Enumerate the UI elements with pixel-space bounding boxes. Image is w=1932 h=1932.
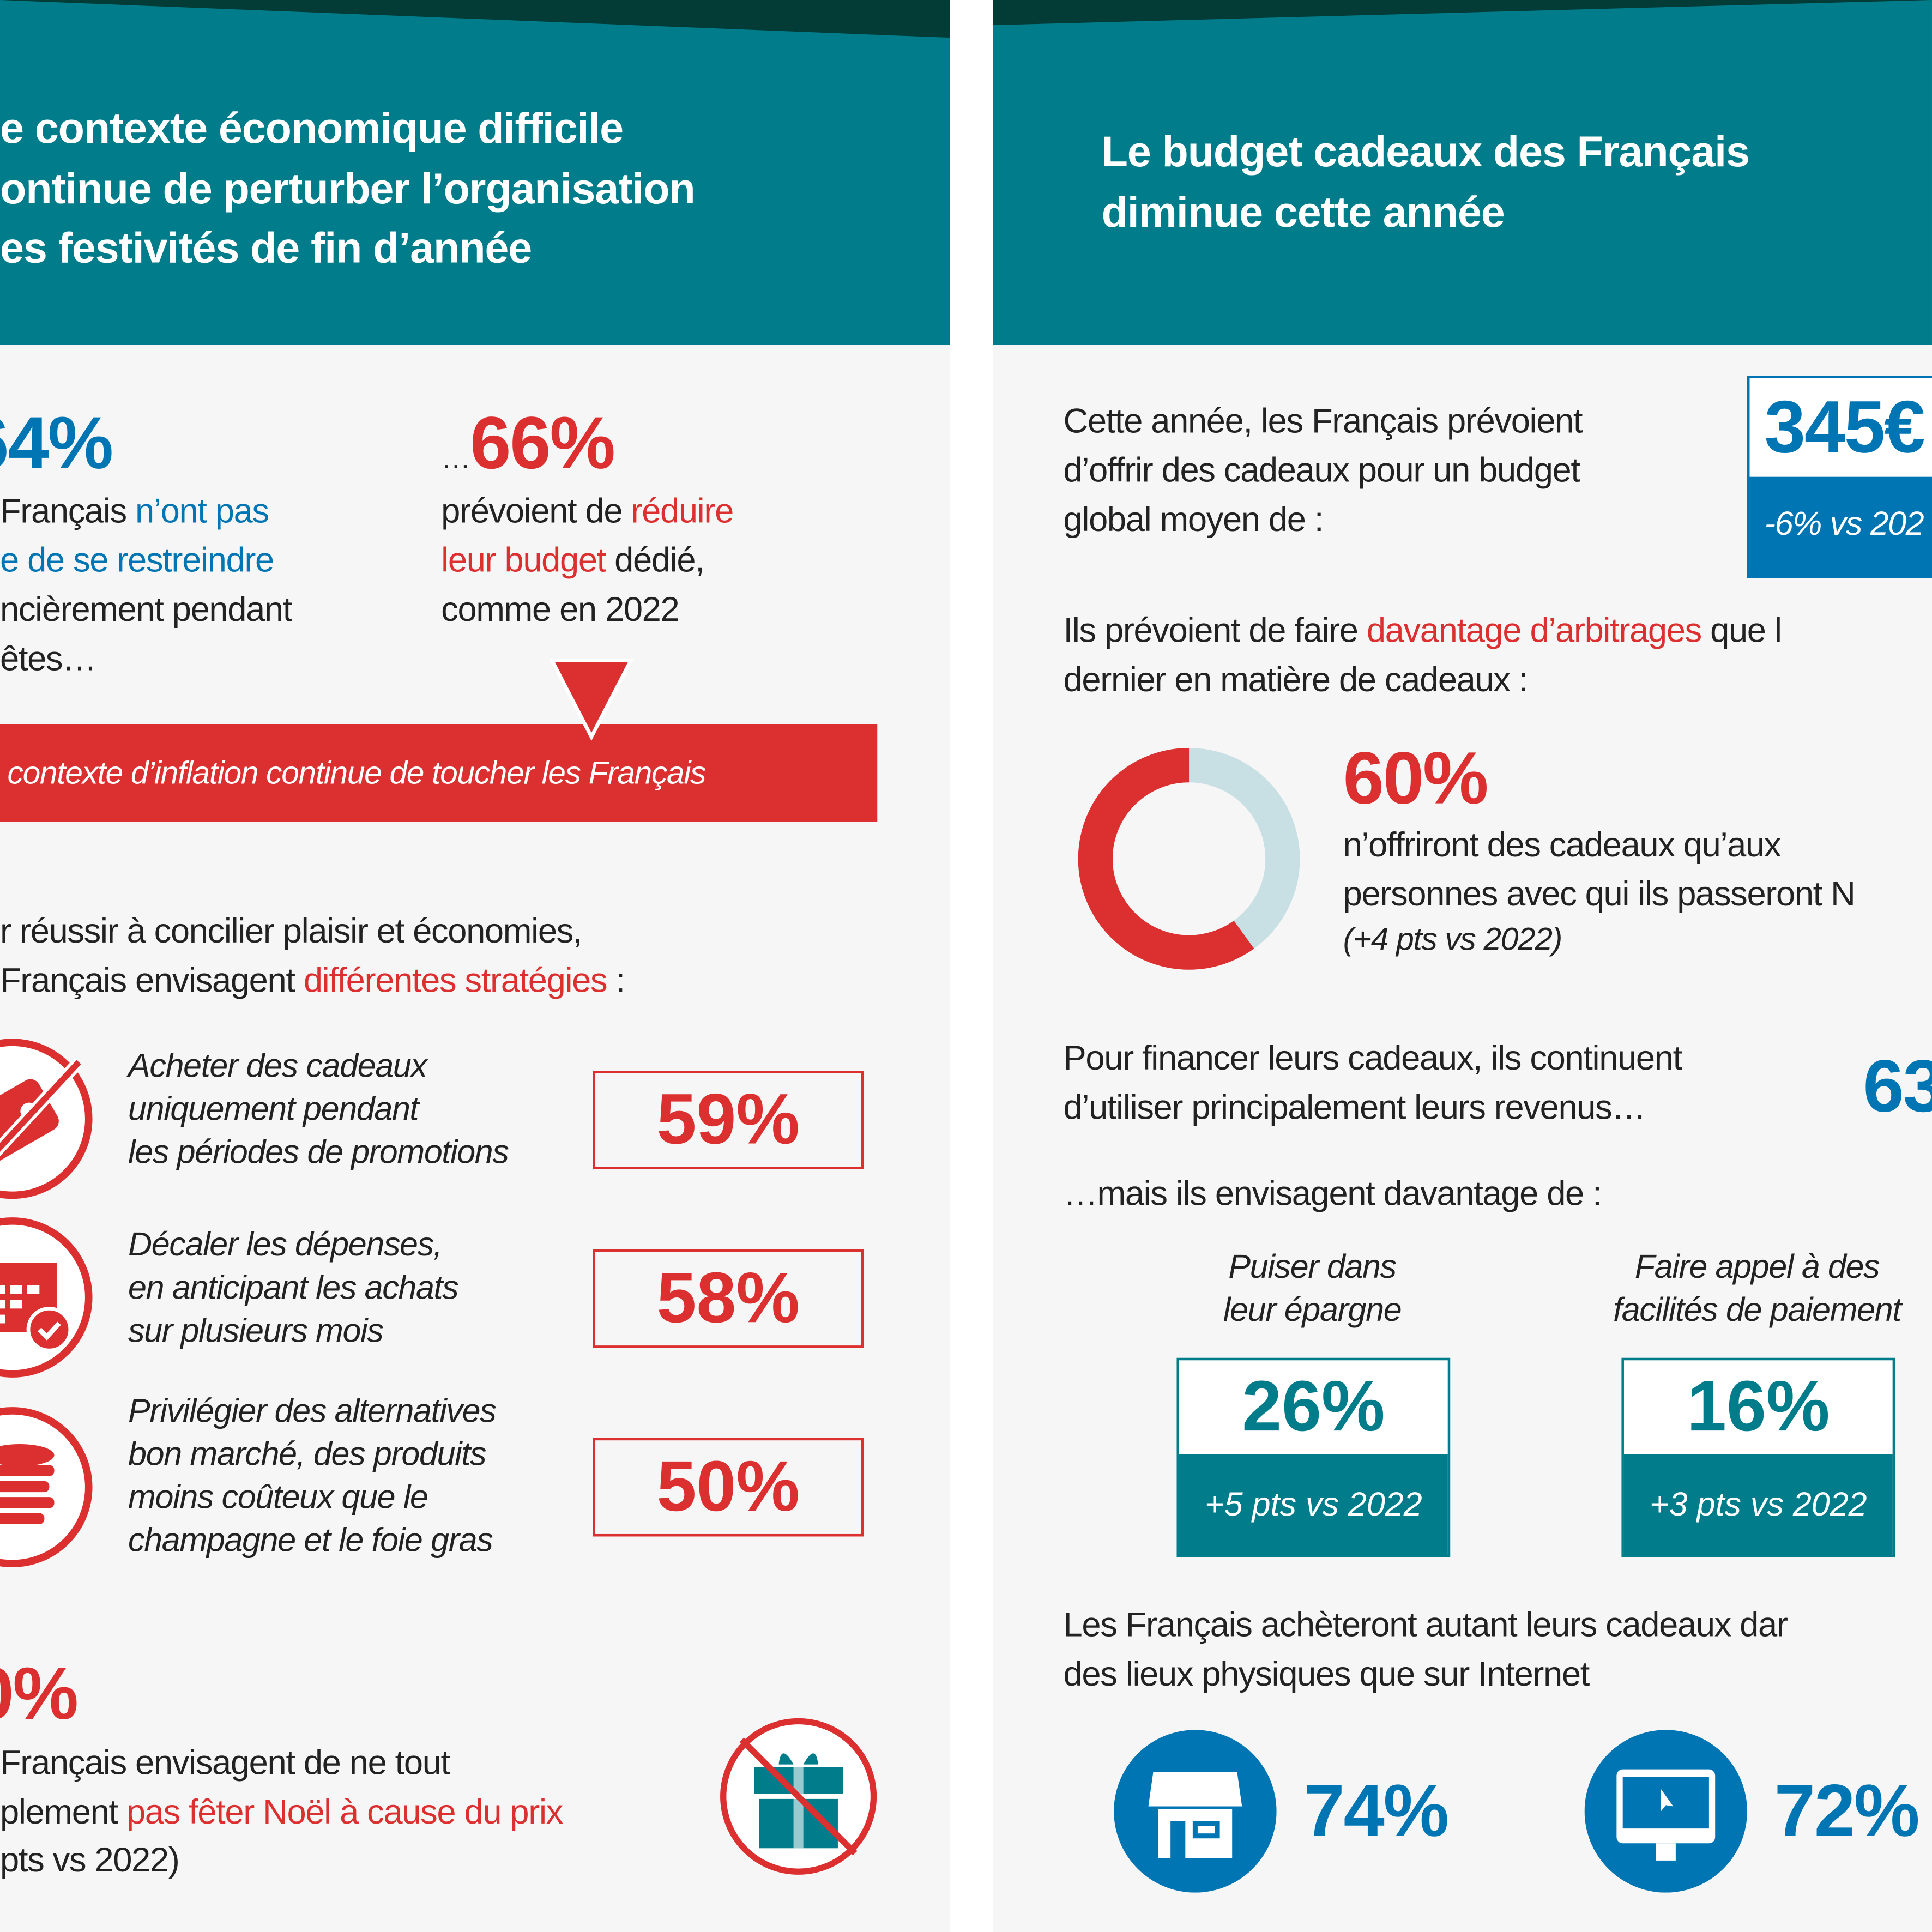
budget-text: d’offrir des cadeaux pour un budget xyxy=(1063,451,1580,490)
stat-66-text: comme en 2022 xyxy=(441,590,680,629)
strategy-text: Acheter des cadeaux xyxy=(128,1047,427,1084)
option-label: facilités de paiement xyxy=(1613,1291,1901,1329)
donut-value: 60% xyxy=(1343,736,1489,820)
option-label: Puiser dans xyxy=(1228,1248,1397,1285)
stat-64-text: ncièrement pendant xyxy=(0,590,292,629)
strategy-text: bon marché, des produits xyxy=(128,1435,486,1472)
strategy-text: les périodes de promotions xyxy=(128,1133,509,1171)
finance-text: d’utiliser principalement leurs revenus… xyxy=(1063,1088,1646,1126)
strategy-text: uniquement pendant xyxy=(128,1090,419,1128)
option-change: +3 pts vs 2022 xyxy=(1623,1454,1893,1555)
option-label: Faire appel à des xyxy=(1634,1248,1880,1285)
no-christmas-text: Français envisagent de ne tout xyxy=(0,1743,450,1782)
computer-icon xyxy=(1584,1730,1747,1893)
donut-chart xyxy=(1078,747,1300,970)
strategy-percent: 59% xyxy=(593,1071,864,1169)
right-title-line: diminue cette année xyxy=(1101,188,1505,237)
budget-change: -6% vs 202 xyxy=(1764,505,1924,542)
donut-text: personnes avec qui ils passeront N xyxy=(1343,874,1856,913)
stat-64-text: Français n’ont pas xyxy=(0,491,269,530)
finance-text: Pour financer leurs cadeaux, ils continu… xyxy=(1063,1039,1683,1077)
stat-64-text: êtes… xyxy=(0,639,97,678)
left-title-line: es festivités de fin d’année xyxy=(0,224,532,273)
left-title-line: ontinue de perturber l’organisation xyxy=(0,165,696,214)
strategy-percent: 50% xyxy=(593,1438,864,1537)
stat-64-text: e de se restreindre xyxy=(0,541,274,579)
strategy-percent: 58% xyxy=(593,1249,864,1348)
shopping-text: Les Français achèteront autant leurs cad… xyxy=(1063,1605,1788,1644)
inflation-banner xyxy=(0,724,878,822)
mais-text: …mais ils envisagent davantage de : xyxy=(1063,1174,1602,1213)
strategies-intro: r réussir à concilier plaisir et économi… xyxy=(0,911,583,950)
right-panel: Le budget cadeaux des Français diminue c… xyxy=(993,0,1932,1932)
budget-text: global moyen de : xyxy=(1063,500,1324,539)
donut-segment-60 xyxy=(1078,747,1300,970)
right-title-line: Le budget cadeaux des Français xyxy=(1101,128,1750,177)
left-title-line: e contexte économique difficile xyxy=(0,105,624,153)
strategy-text: champagne et le foie gras xyxy=(128,1522,493,1559)
coin-stack-icon xyxy=(0,1407,93,1567)
online-value: 72% xyxy=(1774,1769,1920,1852)
stat-66-text: prévoient de réduire xyxy=(441,491,734,530)
strategy-text: Décaler les dépenses, xyxy=(128,1225,443,1263)
price-tag-crossed-icon xyxy=(0,1039,93,1199)
strategy-text: Privilégier des alternatives xyxy=(128,1392,497,1429)
strategies-intro: Français envisagent différentes stratégi… xyxy=(0,961,625,1000)
strategy-text: sur plusieurs mois xyxy=(128,1312,384,1349)
store-icon xyxy=(1114,1730,1277,1893)
gift-crossed-icon xyxy=(720,1718,877,1875)
calendar-check-icon xyxy=(0,1217,93,1378)
right-header xyxy=(993,0,1932,345)
arbitrage-text: dernier en matière de cadeaux : xyxy=(1063,660,1529,699)
no-christmas-text: plement pas fêter Noël à cause du prix xyxy=(0,1792,563,1831)
option-label: leur épargne xyxy=(1223,1291,1402,1329)
budget-box: 345€ -6% vs 202 xyxy=(1747,376,1932,578)
strategy-text: en anticipant les achats xyxy=(128,1269,459,1306)
arbitrage-text: Ils prévoient de faire davantage d’arbit… xyxy=(1063,611,1782,650)
payment-facilities-box: 16% +3 pts vs 2022 xyxy=(1621,1357,1895,1557)
no-christmas-text: pts vs 2022) xyxy=(0,1840,180,1879)
finance-value: 63 xyxy=(1863,1045,1932,1128)
budget-value: 345€ xyxy=(1764,385,1925,468)
donut-change: (+4 pts vs 2022) xyxy=(1343,920,1563,958)
store-value: 74% xyxy=(1303,1769,1449,1852)
stat-66-text: leur budget dédié, xyxy=(441,541,705,579)
stat-64-value: 64% xyxy=(0,401,113,485)
option-value: 16% xyxy=(1687,1366,1830,1447)
left-header xyxy=(0,0,950,345)
strategy-text: moins coûteux que le xyxy=(128,1478,428,1516)
donut-text: n’offriront des cadeaux qu’aux xyxy=(1343,825,1782,864)
shopping-text: des lieux physiques que sur Internet xyxy=(1063,1655,1590,1693)
budget-text: Cette année, les Français prévoient xyxy=(1063,401,1583,440)
option-value: 26% xyxy=(1242,1366,1385,1447)
banner-text: contexte d’inflation continue de toucher… xyxy=(7,754,707,792)
no-christmas-value: 0% xyxy=(0,1652,79,1735)
option-change: +5 pts vs 2022 xyxy=(1179,1454,1448,1555)
left-panel: e contexte économique difficile ontinue … xyxy=(0,0,950,1932)
down-triangle-icon xyxy=(549,659,634,741)
stat-66-value: …66% xyxy=(441,401,615,485)
savings-box: 26% +5 pts vs 2022 xyxy=(1176,1357,1451,1557)
